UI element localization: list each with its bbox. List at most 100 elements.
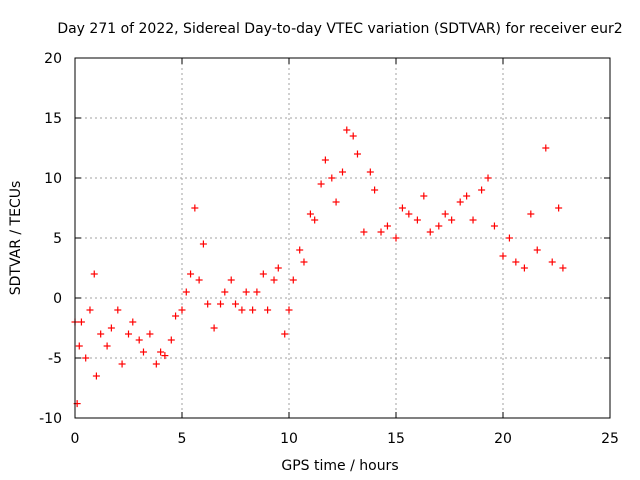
- data-point: [107, 324, 115, 332]
- x-tick-label: 10: [280, 431, 298, 447]
- data-point: [86, 306, 94, 314]
- data-point: [187, 270, 195, 278]
- data-point: [77, 318, 85, 326]
- x-axis-label: GPS time / hours: [281, 458, 398, 474]
- x-tick-label: 25: [601, 431, 619, 447]
- data-point: [118, 360, 126, 368]
- data-point: [448, 216, 456, 224]
- x-tick-label: 5: [178, 431, 187, 447]
- data-point: [555, 204, 563, 212]
- x-tick-label: 15: [387, 431, 405, 447]
- data-point: [270, 276, 278, 284]
- data-point: [559, 264, 567, 272]
- data-point: [420, 192, 428, 200]
- data-point: [339, 168, 346, 176]
- data-point: [383, 222, 391, 230]
- data-point: [191, 204, 199, 212]
- data-point: [360, 228, 368, 236]
- data-point: [103, 342, 111, 350]
- data-point: [238, 306, 246, 314]
- x-tick-label: 20: [494, 431, 512, 447]
- data-point: [366, 168, 374, 176]
- data-point: [274, 264, 282, 272]
- data-point: [349, 132, 357, 140]
- data-point: [317, 180, 325, 188]
- data-point: [227, 276, 235, 284]
- data-point: [97, 330, 105, 338]
- data-point: [520, 264, 528, 272]
- data-point: [353, 150, 361, 158]
- data-point: [204, 300, 212, 308]
- data-points: [71, 126, 567, 408]
- data-point: [499, 252, 507, 260]
- data-point: [139, 348, 147, 356]
- data-point: [167, 336, 175, 344]
- data-point: [392, 234, 400, 242]
- data-point: [195, 276, 203, 284]
- data-point: [478, 186, 486, 194]
- data-point: [548, 258, 556, 266]
- data-point: [92, 372, 100, 380]
- data-point: [328, 174, 336, 182]
- data-point: [210, 324, 218, 332]
- data-point: [426, 228, 434, 236]
- data-point: [469, 216, 477, 224]
- data-point: [221, 288, 229, 296]
- data-point: [157, 348, 165, 356]
- data-point: [289, 276, 297, 284]
- data-point: [527, 210, 535, 218]
- data-point: [161, 352, 169, 360]
- data-point: [281, 330, 289, 338]
- data-point: [217, 300, 225, 308]
- data-point: [413, 216, 421, 224]
- data-point: [505, 234, 513, 242]
- data-point: [332, 198, 340, 206]
- data-point: [125, 330, 132, 338]
- data-point: [377, 228, 385, 236]
- data-point: [441, 210, 449, 218]
- data-point: [135, 336, 143, 344]
- y-tick-label: 20: [44, 51, 62, 67]
- data-point: [533, 246, 541, 254]
- data-point: [232, 300, 239, 308]
- data-point: [371, 186, 379, 194]
- y-tick-labels: -10 -5 0 5 10 15 20: [39, 51, 62, 427]
- data-point: [253, 288, 261, 296]
- data-point: [456, 198, 464, 206]
- y-tick-label: -5: [48, 351, 62, 367]
- data-point: [129, 318, 137, 326]
- y-tick-label: 15: [44, 111, 62, 127]
- x-tick-labels: 0 5 10 15 20 25: [71, 431, 619, 447]
- data-point: [242, 288, 250, 296]
- data-point: [296, 246, 304, 254]
- data-point: [311, 216, 319, 224]
- data-point: [484, 174, 492, 182]
- data-point: [172, 312, 180, 320]
- data-point: [182, 288, 190, 296]
- y-tick-label: 0: [53, 291, 62, 307]
- data-point: [300, 258, 308, 266]
- data-point: [306, 210, 314, 218]
- data-point: [264, 306, 272, 314]
- data-point: [490, 222, 498, 230]
- chart-title: Day 271 of 2022, Sidereal Day-to-day VTE…: [57, 21, 622, 37]
- data-point: [463, 192, 471, 200]
- tick-marks: [74, 57, 611, 419]
- y-tick-label: 10: [44, 171, 62, 187]
- data-point: [343, 126, 351, 134]
- data-point: [114, 306, 122, 314]
- data-point: [75, 342, 83, 350]
- data-point: [82, 354, 90, 362]
- data-point: [90, 270, 98, 278]
- data-point: [321, 156, 329, 164]
- y-tick-label: 5: [53, 231, 62, 247]
- y-tick-label: -10: [39, 411, 62, 427]
- y-axis-label: SDTVAR / TECUs: [8, 181, 24, 296]
- data-point: [405, 210, 413, 218]
- data-point: [199, 240, 207, 248]
- data-point: [178, 306, 186, 314]
- x-tick-label: 0: [71, 431, 80, 447]
- data-point: [249, 306, 257, 314]
- data-point: [542, 144, 550, 152]
